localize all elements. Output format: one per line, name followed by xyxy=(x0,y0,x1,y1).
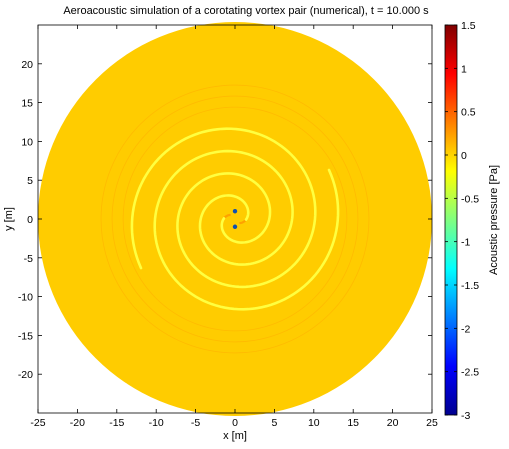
y-tick-label: -10 xyxy=(18,292,33,304)
wave-ring xyxy=(100,84,370,354)
x-tick-label: 25 xyxy=(426,417,438,429)
y-tick-label: 15 xyxy=(21,98,33,110)
colorbar-tick-label: -2 xyxy=(461,323,470,335)
x-tick-label: 20 xyxy=(387,417,399,429)
colorbar-tick-label: -1 xyxy=(461,237,470,249)
colorbar-tick-label: -2.5 xyxy=(461,367,479,379)
y-tick-label: 20 xyxy=(21,59,33,71)
y-tick-label: 0 xyxy=(27,214,33,226)
x-tick-label: 10 xyxy=(308,417,320,429)
colorbar-gradient xyxy=(444,24,458,416)
y-tick-label: -5 xyxy=(24,253,33,265)
x-tick-label: 15 xyxy=(347,417,359,429)
x-tick-label: -20 xyxy=(70,417,85,429)
spiral-crest xyxy=(130,127,317,289)
y-axis-label: y [m] xyxy=(3,207,15,231)
colorbar-tick-label: 1 xyxy=(461,63,467,75)
wave-ring xyxy=(122,106,348,332)
x-axis-ticks: -25 -20 -15 -10 -5 0 5 10 15 20 25 xyxy=(30,25,438,429)
x-tick-label: -10 xyxy=(149,417,164,429)
colorbar-tick-label: 0.5 xyxy=(461,107,476,119)
vortex-cores xyxy=(232,209,238,229)
x-tick-label: 5 xyxy=(271,417,277,429)
spiral-crest xyxy=(153,149,340,311)
colorbar-ticks: 1.5 1 0.5 0 -0.5 -1 -1.5 -2 -2.5 -3 xyxy=(445,20,479,422)
y-tick-label: 5 xyxy=(27,175,33,187)
y-tick-label: -20 xyxy=(18,369,33,381)
colorbar-tick-label: 0 xyxy=(461,150,467,162)
colorbar: 1.5 1 0.5 0 -0.5 -1 -1.5 -2 -2.5 -3 xyxy=(444,20,479,422)
vortex-core xyxy=(232,224,238,229)
x-axis-label: x [m] xyxy=(223,430,247,442)
pressure-field-domain xyxy=(38,22,432,416)
x-tick-label: -15 xyxy=(109,417,124,429)
colorbar-tick-label: -1.5 xyxy=(461,280,479,292)
spiral-wavefronts xyxy=(100,84,370,354)
vortex-core xyxy=(232,209,238,214)
colorbar-tick-label: -0.5 xyxy=(461,193,479,205)
y-tick-label: 10 xyxy=(21,136,33,148)
colorbar-label: Acoustic pressure [Pa] xyxy=(488,165,500,275)
x-tick-label: -5 xyxy=(191,417,200,429)
chart-title: Aeroacoustic simulation of a corotating … xyxy=(63,5,429,17)
colorbar-tick-label: 1.5 xyxy=(461,20,476,32)
colorbar-tick-label: -3 xyxy=(461,410,470,422)
x-tick-label: 0 xyxy=(232,417,238,429)
wave-ring xyxy=(111,95,359,343)
x-tick-label: -25 xyxy=(30,417,45,429)
y-tick-label: -15 xyxy=(18,330,33,342)
y-axis-ticks: -20 -15 -10 -5 0 5 10 15 20 xyxy=(18,59,432,381)
plot-area: -25 -20 -15 -10 -5 0 5 10 15 20 25 -20 -15 -10 -5 0 5 10… xyxy=(18,22,438,429)
